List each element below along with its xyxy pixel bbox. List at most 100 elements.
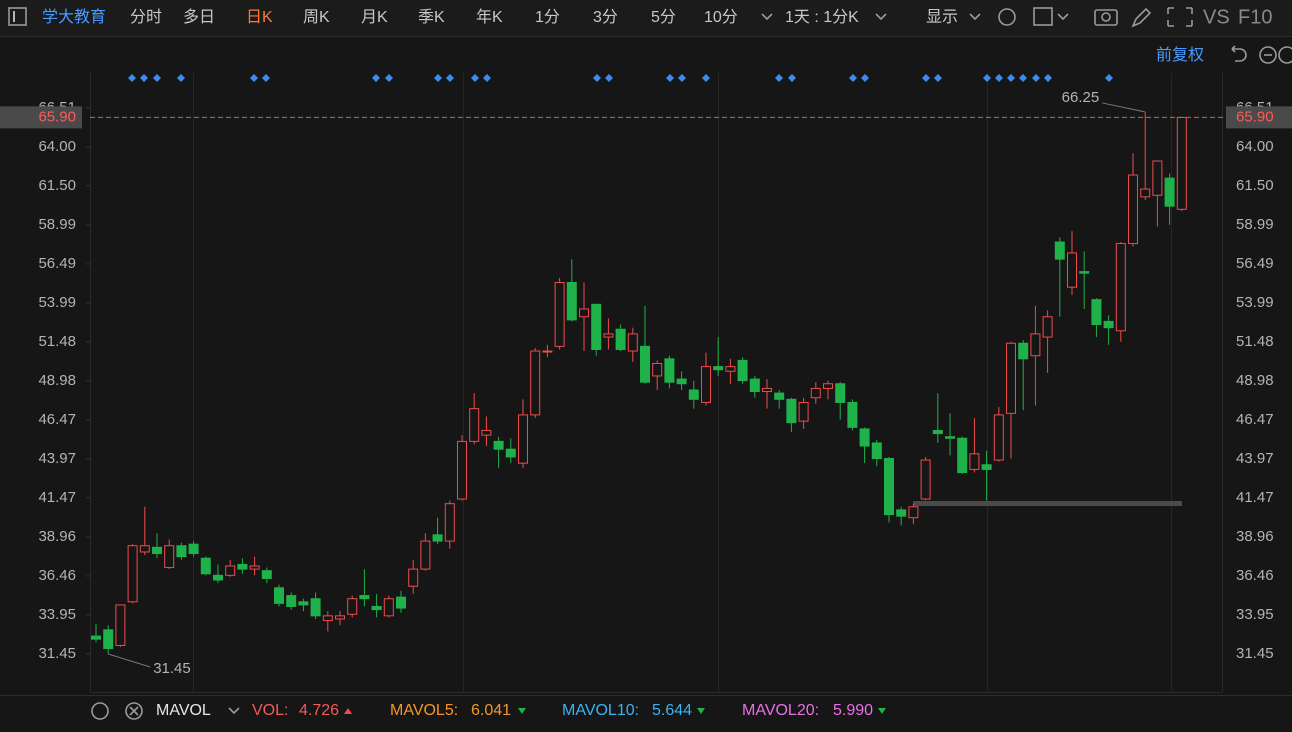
event-marker[interactable] (702, 74, 710, 82)
event-marker[interactable] (678, 74, 686, 82)
pen-icon[interactable] (1131, 7, 1152, 28)
menu-icon[interactable] (8, 7, 27, 26)
y-tick-label: 41.47 (38, 489, 76, 506)
candle-body (993, 414, 1004, 461)
candle-body (908, 506, 919, 519)
event-marker[interactable] (128, 74, 136, 82)
zoom-out-icon[interactable] (1259, 46, 1277, 64)
annotation-high: 66.25 (1062, 89, 1100, 106)
event-marker[interactable] (934, 74, 942, 82)
indicator-label: VOL: (252, 702, 288, 719)
candle-body (396, 596, 406, 609)
period-tab[interactable]: 周K (303, 9, 330, 26)
y-tick-label: 56.49 (38, 255, 76, 272)
event-marker[interactable] (593, 74, 601, 82)
event-marker[interactable] (446, 74, 454, 82)
event-marker[interactable] (1019, 74, 1027, 82)
indicator-label: MAVOL20: (742, 702, 819, 719)
vs-button[interactable]: VS (1203, 6, 1230, 28)
fullscreen-icon[interactable] (1167, 7, 1193, 27)
period-tab[interactable]: 月K (361, 9, 388, 26)
candle-body (664, 358, 675, 383)
trend-arrow (344, 708, 352, 714)
event-marker[interactable] (1007, 74, 1015, 82)
event-marker[interactable] (1044, 74, 1052, 82)
period-tab[interactable]: 分时 (130, 8, 162, 26)
annotation-leader (108, 653, 151, 668)
period-tab[interactable]: 多日 (183, 8, 215, 26)
y-tick-label: 64.00 (38, 138, 76, 155)
indicator-value: 5.644 (652, 702, 692, 719)
event-marker[interactable] (1032, 74, 1040, 82)
y-tick-label-right: 41.47 (1236, 489, 1274, 506)
candle-body (225, 565, 236, 576)
event-marker[interactable] (385, 74, 393, 82)
candle-body (383, 598, 394, 617)
undo-icon[interactable] (1231, 45, 1247, 62)
event-marker[interactable] (250, 74, 258, 82)
event-marker[interactable] (153, 74, 161, 82)
adjust-mode[interactable]: 前复权 (1156, 46, 1204, 64)
candle-body (835, 383, 846, 403)
event-marker[interactable] (605, 74, 613, 82)
candle-body (444, 503, 455, 542)
event-marker[interactable] (788, 74, 796, 82)
period-tab[interactable]: 季K (418, 8, 445, 26)
indicator-settings[interactable] (91, 702, 109, 720)
chevron[interactable] (228, 707, 240, 715)
event-marker[interactable] (1105, 74, 1113, 82)
y-tick-label-right: 38.96 (1236, 528, 1274, 545)
y-tick-label-right: 51.48 (1236, 333, 1274, 350)
period-tab[interactable]: 10分 (704, 8, 738, 26)
period-tab[interactable]: 5分 (651, 8, 676, 26)
interval[interactable]: 1天 : 1分K (785, 8, 859, 26)
event-marker[interactable] (434, 74, 442, 82)
period-tab[interactable]: 1分 (535, 8, 560, 26)
event-marker[interactable] (995, 74, 1003, 82)
candle-body (1128, 174, 1138, 245)
period-tab[interactable]: 3分 (593, 8, 618, 26)
f10-button[interactable]: F10 (1238, 6, 1272, 28)
candle-body (237, 563, 248, 570)
period-tab[interactable]: 年K (476, 8, 503, 26)
event-marker[interactable] (861, 74, 869, 82)
chevron[interactable] (761, 13, 773, 21)
chevron[interactable] (1057, 13, 1069, 21)
event-marker[interactable] (262, 74, 270, 82)
event-marker[interactable] (922, 74, 930, 82)
stock-name[interactable]: 学大教育 (42, 8, 106, 26)
event-marker[interactable] (471, 74, 479, 82)
event-marker[interactable] (983, 74, 991, 82)
chevron[interactable] (875, 13, 887, 21)
event-marker[interactable] (483, 74, 491, 82)
candle-body (798, 401, 809, 422)
display-menu[interactable]: 显示 (926, 9, 958, 26)
event-marker[interactable] (177, 74, 185, 82)
window-icon[interactable] (1033, 7, 1053, 26)
chevron[interactable] (969, 13, 981, 21)
camera-icon[interactable] (1094, 9, 1118, 26)
y-tick-label-right: 48.98 (1236, 372, 1274, 389)
indicator-close[interactable] (125, 702, 143, 720)
event-marker[interactable] (372, 74, 380, 82)
indicator-name[interactable]: MAVOL (156, 702, 211, 719)
candle-body (1115, 243, 1126, 332)
settings-icon[interactable] (998, 8, 1016, 26)
period-tab[interactable]: 日K (246, 9, 273, 26)
range-bar (913, 501, 1182, 506)
plot (91, 111, 1187, 654)
candle-body (1067, 252, 1077, 288)
camera-lens (1101, 12, 1111, 22)
zoom-in-icon[interactable] (1278, 46, 1292, 64)
event-marker[interactable] (849, 74, 857, 82)
trend-arrow (878, 708, 886, 714)
event-marker[interactable] (666, 74, 674, 82)
event-marker[interactable] (140, 74, 148, 82)
event-marker[interactable] (775, 74, 783, 82)
candle-body (652, 362, 663, 377)
y-tick-label-right: 53.99 (1236, 294, 1274, 311)
candle-body (164, 545, 175, 569)
y-tick-label-right: 64.00 (1236, 138, 1274, 155)
candle-body (932, 429, 943, 435)
y-tick-label-right: 46.47 (1236, 411, 1274, 428)
